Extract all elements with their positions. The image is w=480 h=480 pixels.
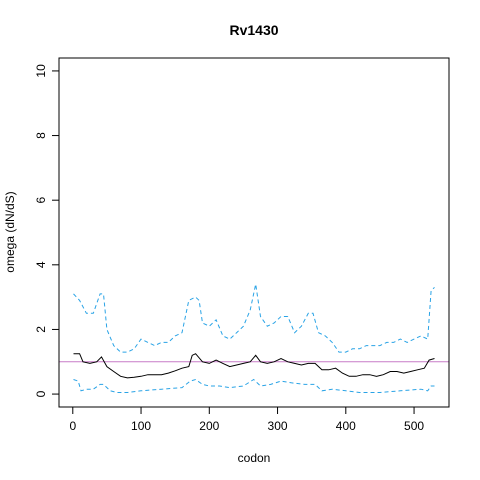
series-line (73, 284, 435, 353)
series-line (73, 353, 435, 379)
y-tick-label: 10 (34, 64, 48, 78)
plot-frame (58, 57, 450, 408)
series-line (73, 378, 435, 393)
y-tick-label: 4 (34, 261, 48, 268)
y-tick-label: 2 (34, 326, 48, 333)
y-tick-label: 6 (34, 197, 48, 204)
y-tick-label: 8 (34, 132, 48, 139)
x-tick-label: 300 (268, 419, 288, 433)
x-tick-label: 0 (69, 419, 76, 433)
y-tick-label: 0 (34, 390, 48, 397)
x-tick-label: 400 (336, 419, 356, 433)
x-axis-label: codon (238, 451, 271, 465)
x-tick-label: 500 (404, 419, 424, 433)
y-axis-label: omega (dN/dS) (3, 191, 17, 272)
chart-title: Rv1430 (229, 22, 278, 38)
x-tick-label: 200 (199, 419, 219, 433)
x-tick-label: 100 (131, 419, 151, 433)
